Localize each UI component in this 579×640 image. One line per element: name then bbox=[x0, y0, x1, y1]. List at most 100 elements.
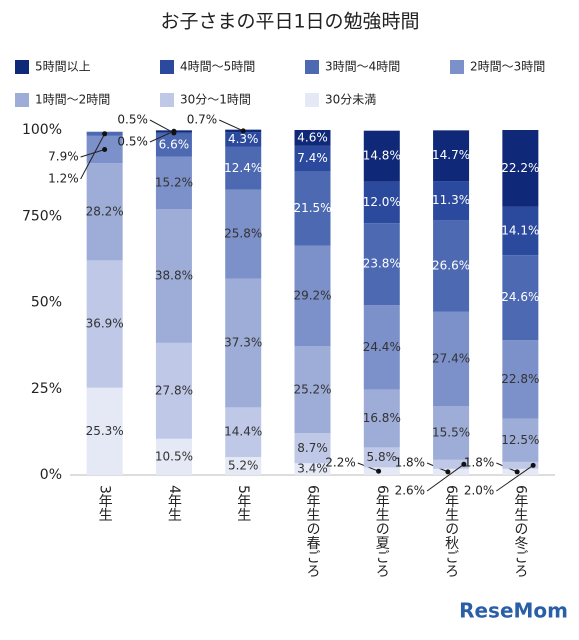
legend-label: 2時間〜3時間 bbox=[470, 60, 545, 74]
bar-segment bbox=[502, 418, 539, 462]
bar-segment bbox=[225, 457, 262, 475]
bar-segment bbox=[363, 305, 400, 390]
legend-swatch bbox=[160, 93, 174, 107]
data-label: 29.2% bbox=[293, 288, 331, 302]
data-label: 0.5% bbox=[117, 113, 148, 127]
data-label: 38.8% bbox=[155, 268, 193, 282]
data-label: 12.4% bbox=[224, 161, 262, 175]
data-label: 7.4% bbox=[297, 151, 328, 165]
data-label: 1.8% bbox=[464, 456, 495, 470]
bar-segment bbox=[363, 447, 400, 468]
data-label: 28.2% bbox=[86, 204, 124, 218]
data-label: 1.2% bbox=[48, 172, 79, 186]
legend-label: 1時間〜2時間 bbox=[35, 93, 110, 107]
data-label: 14.4% bbox=[224, 425, 262, 439]
data-label: 2.0% bbox=[464, 484, 495, 498]
data-label: 25.8% bbox=[224, 227, 262, 241]
leader-dot bbox=[514, 469, 520, 475]
data-label: 15.5% bbox=[432, 426, 470, 440]
bar-segment bbox=[502, 340, 539, 419]
bar-segment bbox=[225, 189, 262, 279]
legend-swatch bbox=[15, 93, 29, 107]
bar-segment bbox=[502, 468, 539, 475]
bar-segment bbox=[502, 206, 539, 256]
bar-segment bbox=[502, 461, 539, 469]
bar-segment bbox=[294, 463, 331, 475]
legend-label: 30分〜1時間 bbox=[180, 93, 251, 107]
legend-label: 4時間〜5時間 bbox=[180, 60, 255, 74]
data-label: 4.3% bbox=[228, 132, 259, 146]
bar-segment bbox=[294, 433, 331, 464]
data-label: 24.6% bbox=[501, 290, 539, 304]
leader-line bbox=[149, 130, 175, 143]
legend-swatch bbox=[450, 60, 464, 74]
bar-segment bbox=[294, 245, 331, 347]
bar-segment bbox=[225, 132, 262, 147]
x-tick-label: 6年生の春ごろ bbox=[305, 485, 321, 578]
leader-dot bbox=[461, 461, 467, 467]
data-label: 23.8% bbox=[363, 257, 401, 271]
data-label: 12.0% bbox=[363, 195, 401, 209]
data-label: 27.8% bbox=[155, 383, 193, 397]
chart-title: お子さまの平日1日の勉強時間 bbox=[160, 11, 419, 33]
data-label: 14.1% bbox=[501, 223, 539, 237]
legend-label: 3時間〜4時間 bbox=[325, 60, 400, 74]
leader-dot bbox=[171, 128, 177, 134]
bar-segment bbox=[433, 130, 470, 182]
data-label: 25.3% bbox=[86, 424, 124, 438]
data-label: 0.5% bbox=[117, 135, 148, 149]
data-label: 37.3% bbox=[224, 336, 262, 350]
logo: ReseMom bbox=[459, 599, 568, 623]
bar-segment bbox=[294, 346, 331, 434]
x-tick-label: 6年生の秋ごろ bbox=[443, 485, 459, 578]
leader-dot bbox=[530, 462, 536, 468]
bar-segment bbox=[294, 171, 331, 246]
x-tick-label: 4年生 bbox=[166, 485, 182, 522]
bar-segment bbox=[155, 133, 192, 157]
data-label: 15.2% bbox=[155, 175, 193, 189]
data-label: 14.8% bbox=[363, 149, 401, 163]
bar-segment bbox=[433, 406, 470, 460]
data-label: 4.6% bbox=[297, 130, 328, 144]
bar-segment bbox=[433, 311, 470, 407]
data-label: 14.7% bbox=[432, 148, 470, 162]
data-label: 1.8% bbox=[395, 456, 426, 470]
bar-segment bbox=[86, 163, 123, 261]
bar-segment bbox=[363, 223, 400, 306]
data-label: 7.9% bbox=[48, 150, 79, 164]
leader-line bbox=[80, 133, 106, 180]
bar-segment bbox=[433, 468, 470, 475]
leader-line bbox=[219, 119, 244, 132]
leader-line bbox=[496, 464, 534, 492]
bar-segment bbox=[363, 130, 400, 182]
legend-label: 5時間以上 bbox=[35, 60, 91, 74]
data-label: 2.2% bbox=[325, 456, 356, 470]
x-tick-label: 3年生 bbox=[97, 485, 113, 522]
bar-segment bbox=[225, 407, 262, 458]
data-label: 22.8% bbox=[501, 372, 539, 386]
data-label: 25.2% bbox=[293, 382, 331, 396]
bar-segment bbox=[225, 278, 262, 408]
leader-line bbox=[426, 463, 465, 492]
bar-segment bbox=[433, 220, 470, 312]
data-label: 11.3% bbox=[432, 193, 470, 207]
data-label: 12.5% bbox=[501, 433, 539, 447]
data-label: 10.5% bbox=[155, 449, 193, 463]
data-label: 2.6% bbox=[395, 484, 426, 498]
legend-swatch bbox=[305, 93, 319, 107]
y-tick-label: 750% bbox=[22, 208, 62, 224]
bar-segment bbox=[86, 387, 123, 475]
leader-dot bbox=[445, 469, 451, 475]
legend-swatch bbox=[15, 60, 29, 74]
data-label: 26.6% bbox=[432, 258, 470, 272]
legend-swatch bbox=[160, 60, 174, 74]
data-label: 5.8% bbox=[367, 450, 398, 464]
data-label: 0.7% bbox=[187, 113, 218, 127]
leader-dot bbox=[240, 128, 246, 134]
data-label: 16.8% bbox=[363, 411, 401, 425]
x-tick-label: 5年生 bbox=[235, 485, 251, 522]
y-tick-label: 0% bbox=[40, 467, 62, 483]
data-label: 3.4% bbox=[297, 462, 328, 476]
bar-segment bbox=[502, 255, 539, 341]
bar-segment bbox=[155, 342, 192, 439]
